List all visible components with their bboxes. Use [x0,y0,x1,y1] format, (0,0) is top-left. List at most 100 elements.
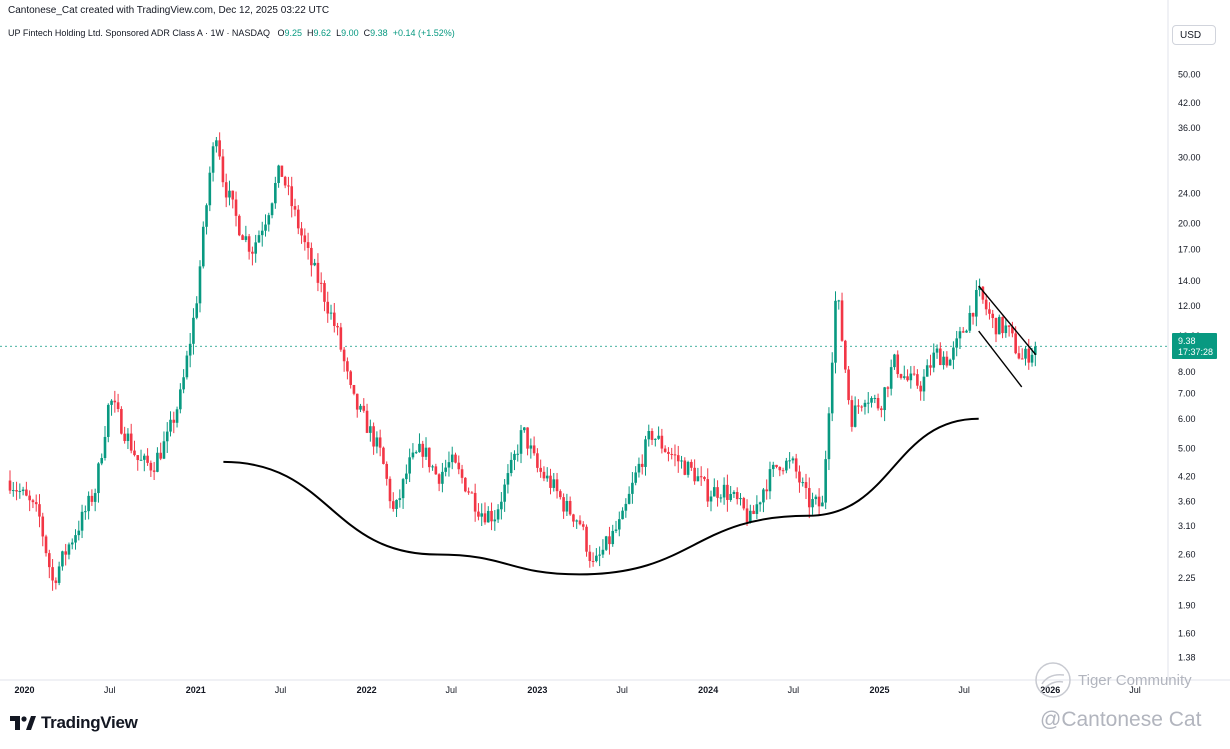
candle-body [942,356,945,366]
candle-body [830,362,834,414]
candle-body [490,510,493,522]
candle-body [398,498,402,500]
candle-body [332,312,336,326]
candle-body [120,408,123,434]
candle-body [595,555,598,562]
candle-body [837,300,841,302]
candle-body [139,459,143,461]
currency-selector[interactable]: USD [1172,25,1216,45]
price-tick-label: 3.60 [1178,497,1196,507]
candle-body [54,580,58,583]
candle-body [1034,346,1037,355]
candle-body [234,199,238,216]
candle-body [559,491,562,498]
candle-body [667,451,670,454]
candle-body [247,236,251,252]
candle-body [41,516,45,537]
price-tick-label: 1.90 [1178,600,1196,610]
candle-body [860,406,863,408]
candle-body [48,553,51,568]
candle-body [509,459,513,474]
candle-body [824,459,827,503]
candle-body [834,300,837,363]
candle-body [526,427,529,449]
price-tick-label: 20.00 [1178,218,1201,228]
price-tick-label: 7.00 [1178,389,1196,399]
candle-body [460,469,464,478]
candle-body [817,496,821,507]
candle-body [549,475,552,488]
countdown-label: 17:37:28 [1178,347,1213,357]
time-tick-label: 2024 [698,685,718,695]
candle-body [555,479,559,492]
time-tick-label: 2022 [357,685,377,695]
candle-body [437,474,441,484]
candle-body [221,156,225,183]
candle-body [755,504,759,514]
candle-body [893,354,896,368]
price-tick-label: 2.25 [1178,573,1196,583]
candle-body [1020,358,1024,360]
low-label: L [336,28,342,38]
candle-body [352,384,356,394]
candle-body [306,242,310,248]
candle-body [899,374,903,378]
candle-body [201,226,205,267]
symbol-name: UP Fintech Holding Ltd. Sponsored ADR Cl… [8,28,270,38]
candle-body [283,176,287,186]
candle-body [165,431,169,442]
candle-body [866,402,870,404]
high-label: H [307,28,314,38]
candle-body [617,519,621,530]
candle-body [260,230,264,236]
candle-body [811,499,814,508]
candle-body [8,480,12,491]
candle-body [762,489,765,503]
price-axis[interactable]: 50.00 42.00 36.00 30.00 24.00 20.00 17.00 14.00… [1178,70,1201,663]
candle-body [676,455,680,462]
price-tick-label: 12.00 [1178,301,1201,311]
candle-body [205,205,208,227]
candle-body [703,476,706,480]
candle-body [624,503,628,511]
time-tick-label: 2021 [186,685,206,695]
chart-credit: Cantonese_Cat created with TradingView.c… [8,5,330,16]
candle-body [919,385,922,392]
candle-body [732,492,736,495]
candle-body [365,410,369,433]
time-tick-label: 2025 [869,685,889,695]
candle-body [565,500,569,512]
candle-body [152,470,156,472]
candle-body [634,472,637,483]
candle-body [444,467,447,472]
candle-body [572,514,575,522]
candle-body [11,490,15,492]
candle-body [280,165,284,177]
candle-body [77,530,81,536]
candle-body [844,340,847,370]
candle-body [1001,316,1004,334]
rounding-bottom-arc [223,417,979,576]
candle-body [211,146,215,173]
candle-body [411,452,415,458]
candle-body [971,312,975,317]
price-tick-label: 30.00 [1178,153,1201,163]
candle-body [886,387,890,389]
candle-body [575,520,579,522]
candle-body [601,549,605,555]
candle-body [968,312,972,331]
candle-body [185,355,189,378]
candle-body [690,461,693,468]
time-axis[interactable]: 2020 Jul 2021 Jul 2022 Jul 2023 Jul 2024 Jul 2025 J… [14,685,1140,695]
candle-body [758,502,762,505]
tradingview-logo[interactable]: TradingView [10,713,138,733]
candle-body [909,373,913,381]
candle-body [631,482,634,494]
candle-body [434,466,438,475]
high-value: 9.62 [313,28,332,38]
tiger-community-watermark-icon [1035,662,1071,698]
candle-body [126,433,130,441]
candle-body [405,473,408,480]
candle-body [215,140,218,147]
